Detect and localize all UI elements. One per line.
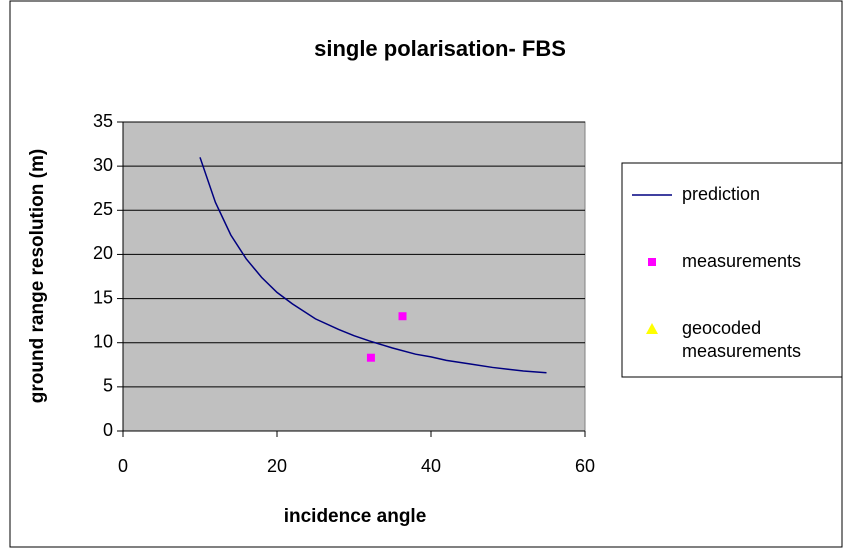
line-series (199, 157, 547, 374)
plot-area (122, 121, 586, 432)
legend-label: prediction (682, 184, 760, 204)
legend-label: measurements (682, 251, 801, 271)
y-tick-label: 25 (93, 199, 113, 219)
chart-title: single polarisation- FBS (314, 36, 566, 61)
y-axis-title: ground range resolution (m) (27, 149, 48, 403)
legend-label: geocoded measurements (682, 318, 801, 361)
y-tick-label: 0 (103, 420, 113, 440)
marker (646, 323, 658, 334)
y-tick-label: 30 (93, 155, 113, 175)
x-tick-label: 60 (575, 456, 595, 476)
legend-box (621, 162, 843, 378)
y-tick-label: 10 (93, 331, 113, 351)
x-tick-label: 40 (421, 456, 441, 476)
y-tick-label: 35 (93, 111, 113, 131)
marker (366, 353, 375, 362)
y-tick-label: 5 (103, 376, 113, 396)
x-tick-label: 0 (118, 456, 128, 476)
marker (648, 258, 656, 266)
marker (398, 312, 407, 321)
x-axis-title: incidence angle (284, 506, 427, 527)
x-tick-label: 20 (267, 456, 287, 476)
y-tick-label: 20 (93, 243, 113, 263)
y-tick-label: 15 (93, 287, 113, 307)
